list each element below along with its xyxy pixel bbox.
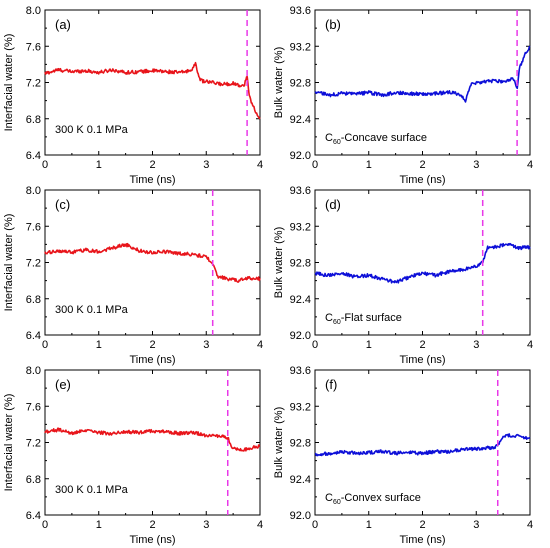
x-tick-label: 1 <box>366 159 372 171</box>
y-tick-label: 6.4 <box>26 330 41 342</box>
y-tick-label: 8.0 <box>26 365 41 377</box>
x-tick-label: 0 <box>42 519 48 531</box>
x-tick-label: 2 <box>149 159 155 171</box>
panel-label: (c) <box>55 197 70 212</box>
y-tick-label: 93.6 <box>290 5 311 17</box>
panel-label: (a) <box>55 17 71 32</box>
x-tick-label: 1 <box>366 339 372 351</box>
y-tick-label: 7.2 <box>26 258 41 270</box>
y-tick-label: 93.2 <box>290 41 311 53</box>
condition-annotation: 300 K 0.1 MPa <box>55 304 129 316</box>
y-tick-label: 8.0 <box>26 185 41 197</box>
x-tick-label: 2 <box>149 339 155 351</box>
y-axis-label: Interfacial water (%) <box>3 34 15 132</box>
x-tick-label: 4 <box>527 159 533 171</box>
y-tick-label: 6.8 <box>26 294 41 306</box>
y-tick-label: 6.4 <box>26 150 41 162</box>
y-tick-label: 7.2 <box>26 438 41 450</box>
panel-c: 0 1 2 3 4 6.4 6.8 7.2 7.6 8.0 Time (ns) Interfacial… <box>3 185 263 366</box>
x-tick-label: 4 <box>527 339 533 351</box>
y-tick-label: 92.4 <box>290 474 311 486</box>
x-tick-label: 2 <box>419 159 425 171</box>
y-tick-label: 7.6 <box>26 221 41 233</box>
x-tick-label: 2 <box>149 519 155 531</box>
y-tick-label: 92.4 <box>290 114 311 126</box>
x-tick-label: 2 <box>419 339 425 351</box>
panel-label: (b) <box>325 17 341 32</box>
data-series-line <box>314 45 531 103</box>
x-tick-label: 3 <box>203 519 209 531</box>
y-tick-label: 93.6 <box>290 185 311 197</box>
x-tick-label: 0 <box>312 519 318 531</box>
y-tick-label: 8.0 <box>26 5 41 17</box>
panel-label: (f) <box>325 377 337 392</box>
data-series-line <box>44 61 261 120</box>
panel-a: 0 1 2 3 4 6.4 6.8 7.2 7.6 8.0 Time (ns) Interfacial… <box>3 5 263 186</box>
y-tick-label: 92.0 <box>290 510 311 522</box>
x-tick-label: 3 <box>203 159 209 171</box>
y-tick-label: 93.2 <box>290 401 311 413</box>
y-tick-label: 7.6 <box>26 401 41 413</box>
x-tick-label: 2 <box>419 519 425 531</box>
x-axis-label: Time (ns) <box>399 534 445 546</box>
y-tick-label: 92.4 <box>290 294 311 306</box>
y-tick-label: 92.0 <box>290 330 311 342</box>
condition-annotation: 300 K 0.1 MPa <box>55 124 129 136</box>
surface-annotation: C60-Flat surface <box>325 312 402 326</box>
x-tick-label: 0 <box>42 159 48 171</box>
x-tick-label: 0 <box>312 159 318 171</box>
y-tick-label: 92.8 <box>290 258 311 270</box>
x-tick-label: 4 <box>257 519 263 531</box>
x-tick-label: 3 <box>203 339 209 351</box>
x-axis-label: Time (ns) <box>399 174 445 186</box>
surface-annotation: C60-Convex surface <box>325 492 421 506</box>
y-tick-label: 6.8 <box>26 474 41 486</box>
y-tick-label: 6.8 <box>26 114 41 126</box>
data-series-line <box>44 242 261 283</box>
x-axis-label: Time (ns) <box>129 354 175 366</box>
x-tick-label: 4 <box>257 339 263 351</box>
data-series-line <box>314 433 531 457</box>
panel-e: 0 1 2 3 4 6.4 6.8 7.2 7.6 8.0 Time (ns) Interfacial… <box>3 365 263 546</box>
panel-d: 0 1 2 3 4 92.0 92.4 92.8 93.2 93.6 Time (ns) Bulk w… <box>273 185 533 366</box>
y-tick-label: 93.2 <box>290 221 311 233</box>
y-axis-label: Interfacial water (%) <box>3 394 15 492</box>
x-tick-label: 1 <box>366 519 372 531</box>
x-tick-label: 3 <box>473 339 479 351</box>
x-tick-label: 3 <box>473 159 479 171</box>
x-tick-label: 1 <box>96 339 102 351</box>
x-axis-label: Time (ns) <box>399 354 445 366</box>
surface-annotation: C60-Concave surface <box>325 132 427 146</box>
y-axis-label: Interfacial water (%) <box>3 214 15 312</box>
panel-label: (d) <box>325 197 341 212</box>
y-axis-label: Bulk water (%) <box>273 47 285 119</box>
panel-label: (e) <box>55 377 71 392</box>
panel-b: 0 1 2 3 4 92.0 92.4 92.8 93.2 93.6 Time (ns) Bulk w… <box>273 5 533 186</box>
x-tick-label: 4 <box>527 519 533 531</box>
data-series-line <box>44 427 261 452</box>
x-tick-label: 4 <box>257 159 263 171</box>
x-tick-label: 3 <box>473 519 479 531</box>
y-axis-label: Bulk water (%) <box>273 227 285 299</box>
y-tick-label: 7.2 <box>26 78 41 90</box>
data-series-line <box>314 242 531 284</box>
x-tick-label: 1 <box>96 159 102 171</box>
x-tick-label: 0 <box>42 339 48 351</box>
y-tick-label: 93.6 <box>290 365 311 377</box>
x-axis-label: Time (ns) <box>129 174 175 186</box>
x-tick-label: 1 <box>96 519 102 531</box>
y-tick-label: 92.8 <box>290 438 311 450</box>
condition-annotation: 300 K 0.1 MPa <box>55 484 129 496</box>
y-tick-label: 7.6 <box>26 41 41 53</box>
y-tick-label: 92.8 <box>290 78 311 90</box>
x-axis-label: Time (ns) <box>129 534 175 546</box>
y-axis-label: Bulk water (%) <box>273 407 285 479</box>
x-tick-label: 0 <box>312 339 318 351</box>
panel-f: 0 1 2 3 4 92.0 92.4 92.8 93.2 93.6 Time (ns) Bulk w… <box>273 365 533 546</box>
y-tick-label: 92.0 <box>290 150 311 162</box>
y-tick-label: 6.4 <box>26 510 41 522</box>
